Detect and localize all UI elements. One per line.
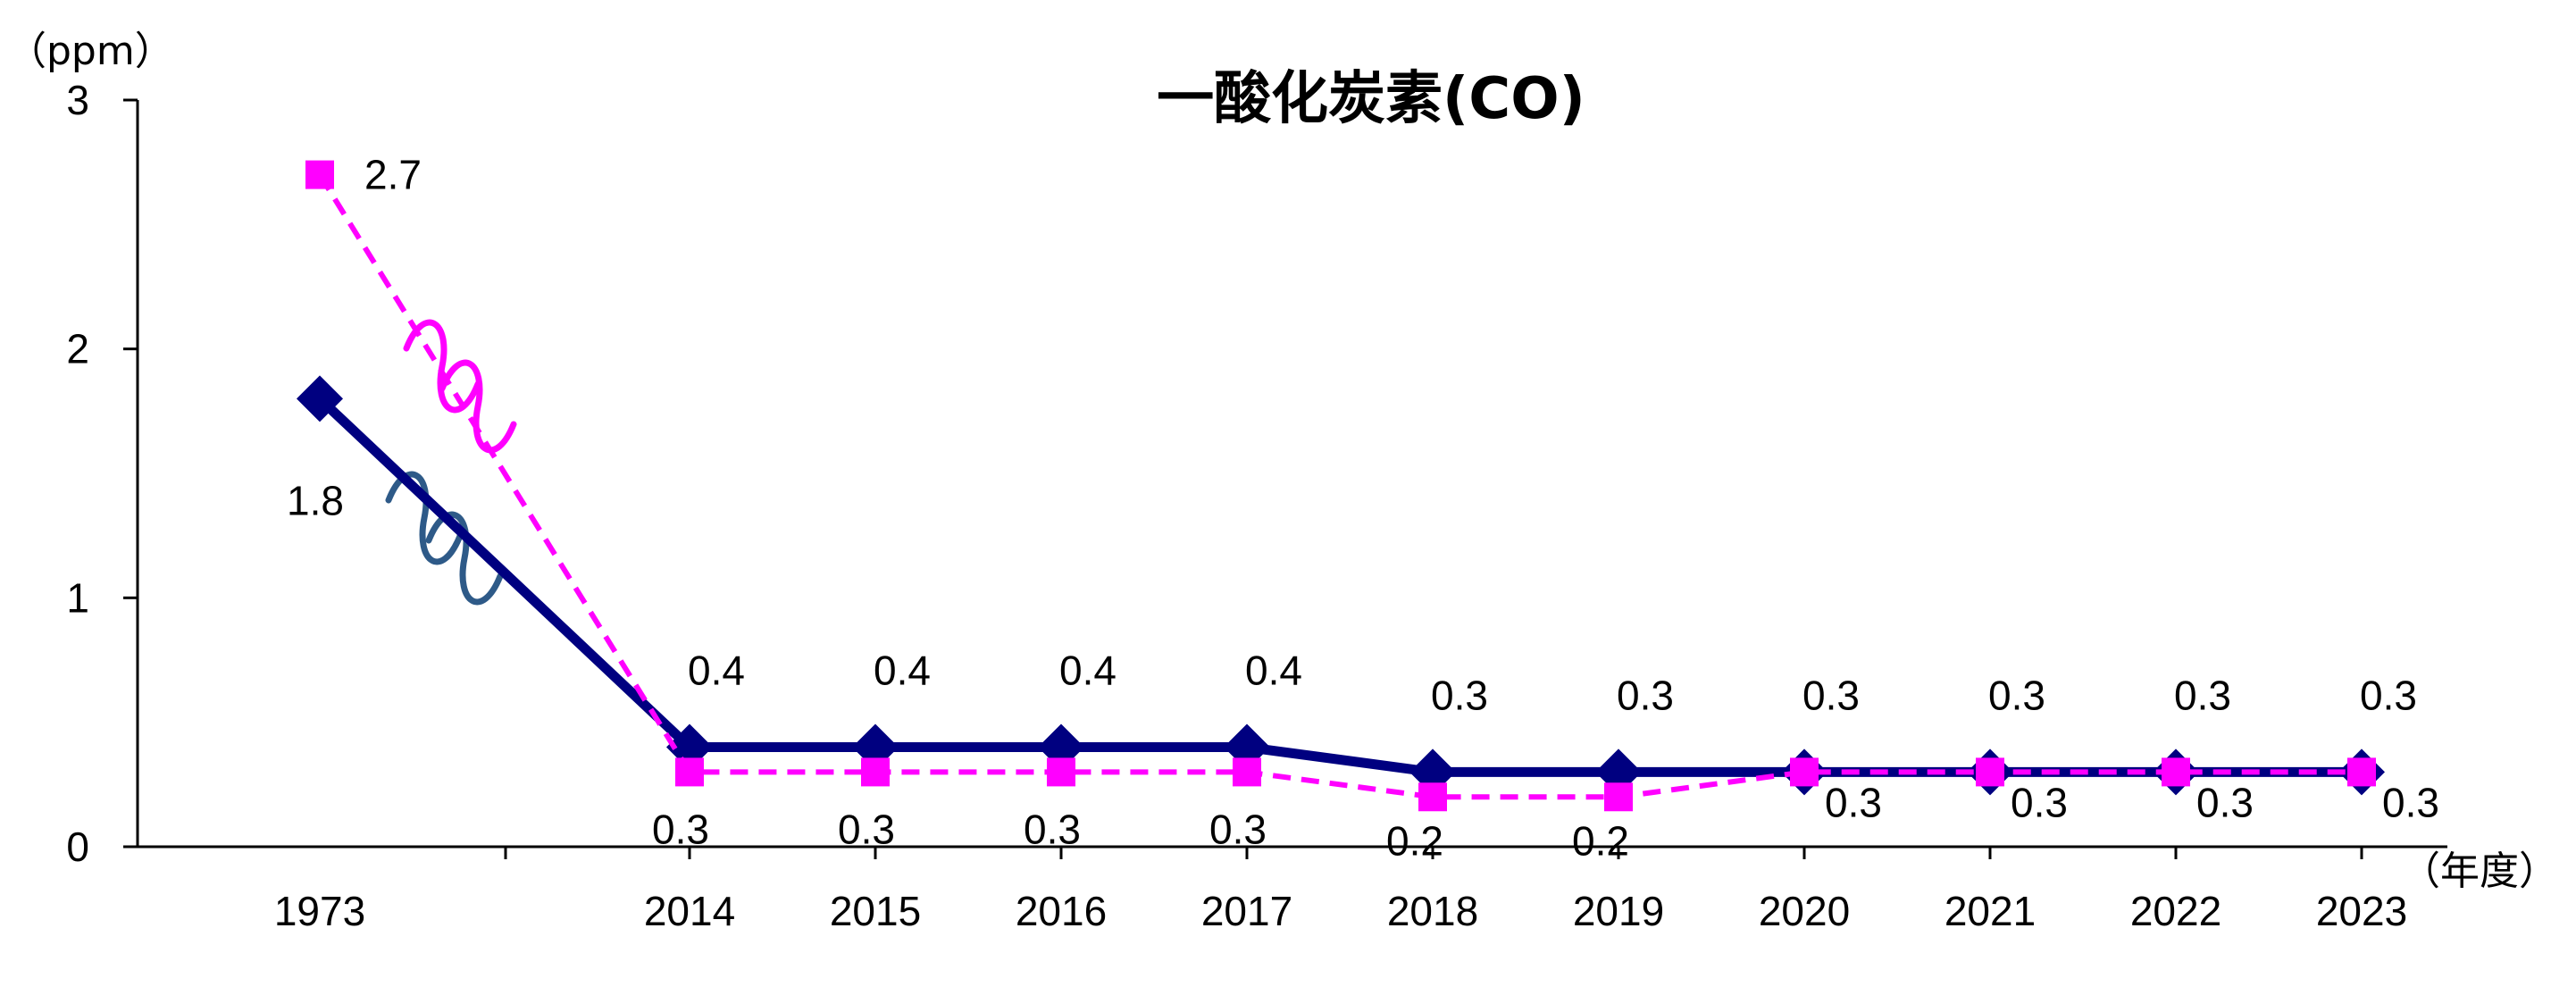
x-tick-label: 2022 <box>2130 888 2221 934</box>
series-2-data-label: 0.3 <box>1209 806 1267 852</box>
data-labels: 1.8 0.4 0.4 0.4 0.4 0.3 0.3 0.3 0.3 0.3 0.3 2.7 0.3 0… <box>287 152 2439 865</box>
series-1-line <box>316 395 2362 777</box>
y-tick-label: 3 <box>66 77 89 123</box>
series-2-data-label: 2.7 <box>364 152 422 198</box>
x-tick-label: 2017 <box>1201 888 1292 934</box>
series-2-data-label: 0.3 <box>838 806 895 852</box>
series-2-point <box>1047 757 1075 787</box>
series-2-point <box>1418 782 1447 812</box>
series-2-data-label: 0.3 <box>652 806 709 852</box>
series-1-data-label: 1.8 <box>287 477 344 523</box>
x-tick-label: 1973 <box>274 888 365 934</box>
series-1-data-label: 0.3 <box>1431 672 1488 718</box>
x-tick-label: 2014 <box>644 888 735 934</box>
axes: 0 1 2 3 1973 2014 2015 2016 2017 2018 2019 2020 2021… <box>66 77 2447 934</box>
series-2-point <box>1604 782 1633 812</box>
series-2-point <box>2162 757 2190 787</box>
axis-break-curve <box>403 319 481 414</box>
series-1-point <box>297 375 343 422</box>
series-1-data-label: 0.4 <box>1059 648 1117 694</box>
series-2-point <box>2347 757 2376 787</box>
series-1-data-label: 0.4 <box>1245 648 1302 694</box>
series-layer <box>297 160 2385 812</box>
x-axis-unit: （年度） <box>2401 849 2558 894</box>
axis-break-curve <box>439 359 517 454</box>
series-2-point <box>1790 757 1819 787</box>
y-tick-label: 1 <box>66 574 89 621</box>
series-2-point <box>675 757 704 787</box>
x-tick-label: 2021 <box>1945 888 2036 934</box>
series-1-data-label: 0.4 <box>688 648 745 694</box>
series-1-data-label: 0.3 <box>2174 672 2231 718</box>
series-1-data-label: 0.4 <box>874 648 931 694</box>
series-2-point <box>305 160 334 189</box>
series-2-point <box>861 757 890 787</box>
series-2-data-label: 0.3 <box>2011 779 2068 825</box>
series-2-data-label: 0.3 <box>2382 779 2439 825</box>
chart-title: 一酸化炭素(CO) <box>1157 66 1585 132</box>
y-tick-label: 2 <box>66 326 89 372</box>
series-1-data-label: 0.3 <box>1988 672 2045 718</box>
x-tick-label: 2016 <box>1016 888 1107 934</box>
series-2-line <box>317 173 2362 800</box>
series-2-data-label: 0.2 <box>1572 817 1629 864</box>
series-1-data-label: 0.3 <box>2360 672 2417 718</box>
series-2-data-label: 0.2 <box>1386 817 1443 864</box>
y-tick-label: 0 <box>66 824 89 870</box>
series-2-point <box>1976 757 2004 787</box>
series-2-point <box>1233 757 1261 787</box>
series-2-data-label: 0.3 <box>1024 806 1081 852</box>
x-tick-label: 2023 <box>2316 888 2407 934</box>
series-1-data-label: 0.3 <box>1617 672 1674 718</box>
series-1-data-label: 0.3 <box>1802 672 1860 718</box>
y-axis-unit: （ppm） <box>7 29 174 74</box>
x-tick-label: 2019 <box>1573 888 1664 934</box>
x-tick-label: 2018 <box>1387 888 1478 934</box>
series-2-data-label: 0.3 <box>2196 779 2254 825</box>
x-tick-label: 2015 <box>830 888 921 934</box>
x-tick-label: 2020 <box>1759 888 1850 934</box>
series-2-data-label: 0.3 <box>1825 779 1882 825</box>
